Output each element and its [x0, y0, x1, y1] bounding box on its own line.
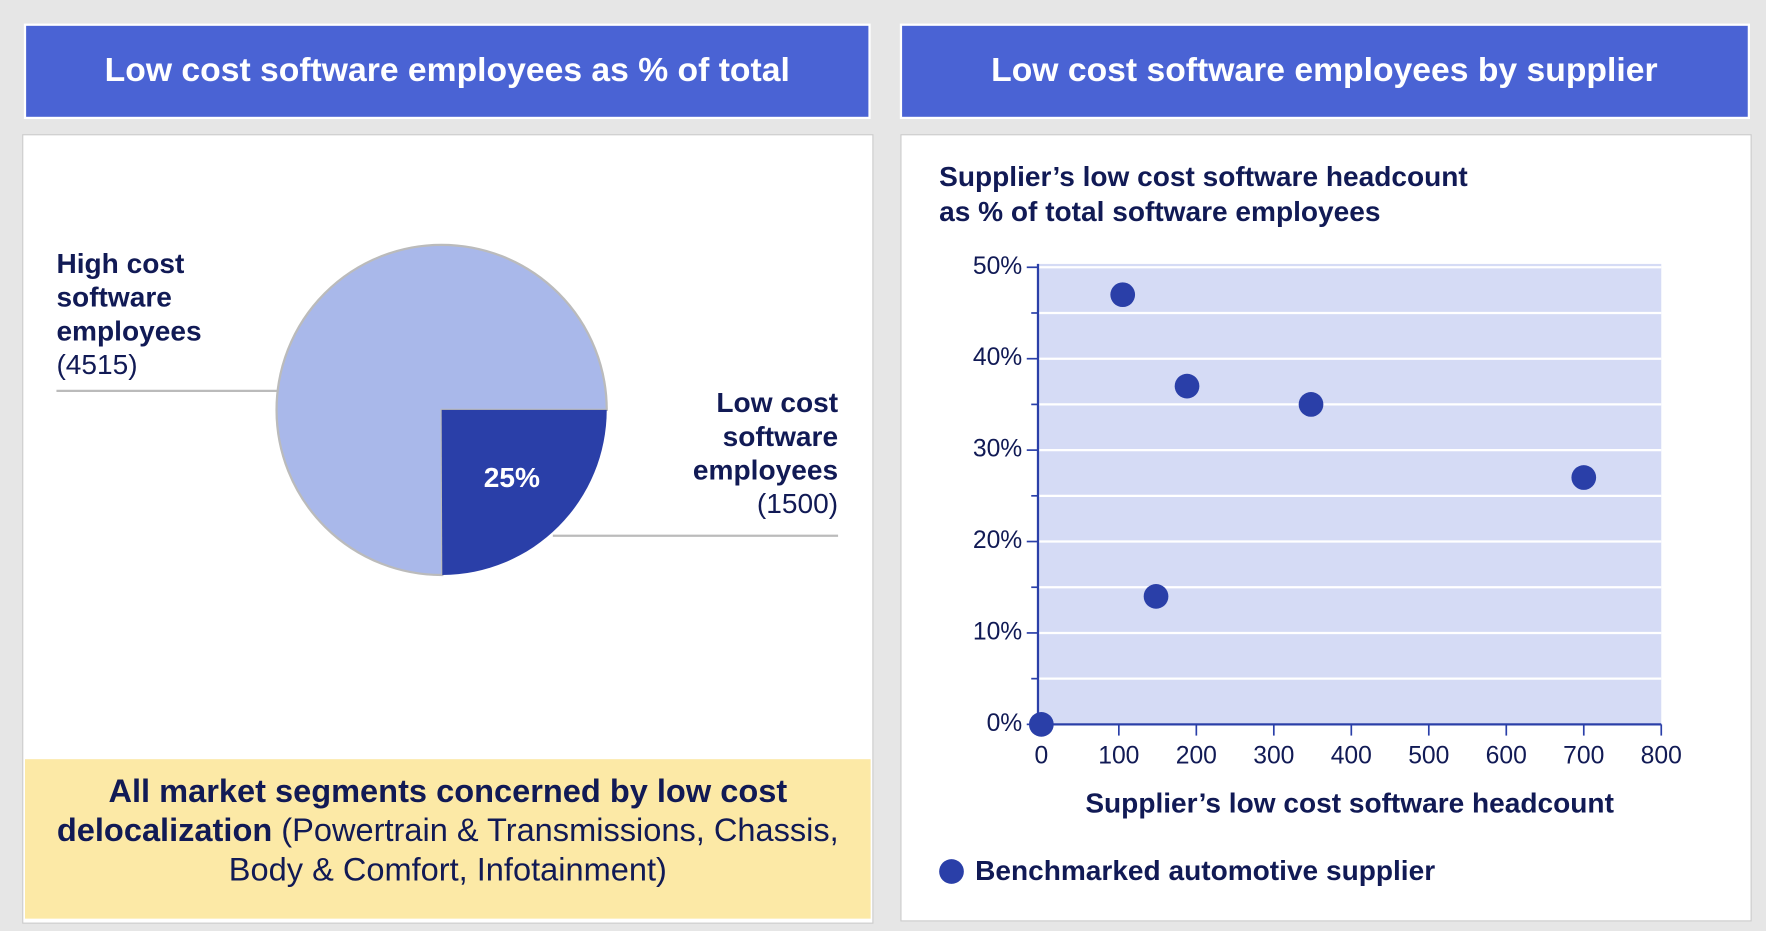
x-tick-label: 0 [1034, 742, 1048, 769]
pie-label-text: High cost software employees (4515) [56, 247, 236, 382]
x-tick-label: 700 [1563, 742, 1604, 769]
pie-value-label: (1500) [756, 488, 839, 520]
note-text: All market segments concerned by low cos… [36, 773, 859, 891]
note-bold: All market segments concerned by low cos… [56, 773, 788, 850]
x-axis-title: Supplier’s low cost software headcount [1085, 788, 1614, 819]
y-tick-label: 30% [973, 436, 1022, 463]
pie-category: High cost software employees [56, 248, 202, 348]
note-box [24, 759, 871, 919]
right-header [899, 23, 1750, 120]
legend-label: Benchmarked automotive supplier [975, 855, 1435, 886]
scatter-point [1110, 282, 1136, 308]
scatter-point [1571, 465, 1597, 490]
x-tick-label: 300 [1253, 742, 1294, 769]
x-tick-label: 100 [1098, 742, 1139, 769]
plot-area [1037, 263, 1662, 725]
scatter: Supplier’s low cost software headcount as… [939, 161, 1682, 886]
scatter-point [1028, 712, 1054, 737]
pie-value-label: (4515) [56, 349, 138, 381]
pie-percent-label: 25% [484, 462, 540, 493]
y-axis-title: Supplier’s low cost software headcount [939, 161, 1468, 192]
x-tick-label: 500 [1408, 742, 1449, 769]
pie-slice [275, 243, 608, 577]
scatter-point [1298, 392, 1324, 417]
legend-marker [939, 859, 964, 884]
x-tick-label: 400 [1331, 742, 1372, 769]
y-axis-title: as % of total software employees [939, 196, 1380, 227]
x-tick-label: 200 [1176, 742, 1217, 769]
pie-label: High cost software employees(4515) [56, 247, 236, 382]
y-tick-label: 40% [973, 344, 1022, 371]
x-tick-label: 600 [1486, 742, 1527, 769]
x-tick-label: 800 [1641, 742, 1682, 769]
pie: 25% [275, 243, 608, 577]
left-header [23, 23, 871, 120]
pie-label-text: Low cost software employees (1500) [658, 386, 838, 521]
note-detail: (Powertrain & Transmissions, Chassis, Bo… [228, 813, 839, 889]
scatter-point [1143, 584, 1169, 609]
pie-title: Low cost software employees as % of tota… [105, 52, 790, 89]
pie-label: Low cost software employees(1500) [658, 386, 838, 521]
pie-category: Low cost software employees [692, 387, 839, 487]
pie-slice [441, 409, 607, 575]
scatter-point [1174, 373, 1200, 399]
y-tick-label: 10% [973, 618, 1022, 645]
y-tick-label: 0% [987, 710, 1023, 737]
scatter-title: Low cost software employees by supplier [991, 52, 1657, 89]
note: All market segments concerned by low cos… [36, 773, 859, 891]
y-tick-label: 50% [973, 253, 1022, 280]
y-tick-label: 20% [973, 527, 1022, 554]
